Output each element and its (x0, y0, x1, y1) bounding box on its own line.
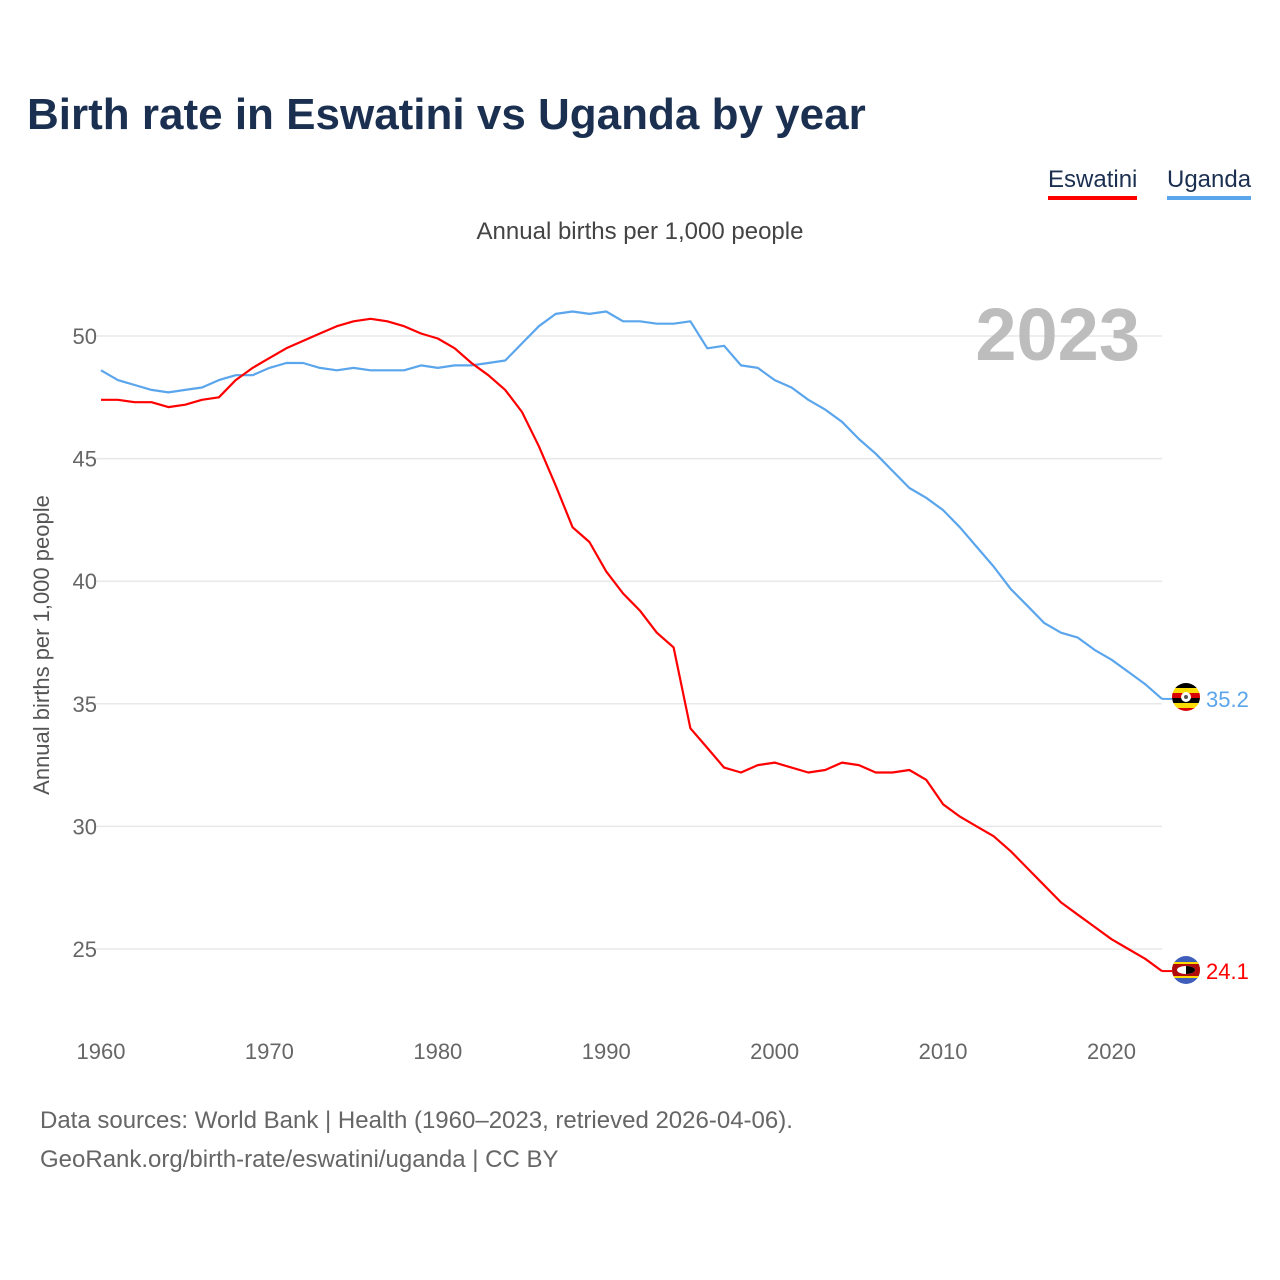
x-tick-label: 1970 (245, 1039, 294, 1064)
x-tick-label: 1980 (413, 1039, 462, 1064)
footer-sources: Data sources: World Bank | Health (1960–… (40, 1107, 793, 1134)
end-value-label-eswatini: 24.1 (1206, 959, 1249, 984)
end-value-label-uganda: 35.2 (1206, 687, 1249, 712)
legend-uganda[interactable]: Uganda (1167, 166, 1252, 200)
y-tick-label: 35 (73, 692, 97, 717)
y-tick-label: 50 (73, 324, 97, 349)
year-watermark: 2023 (975, 293, 1140, 376)
x-tick-label: 2000 (750, 1039, 799, 1064)
x-tick-label: 1990 (582, 1039, 631, 1064)
chart-subtitle: Annual births per 1,000 people (476, 218, 804, 245)
y-tick-label: 25 (73, 937, 97, 962)
uganda-flag-icon (1172, 683, 1200, 711)
y-tick-label: 30 (73, 814, 97, 839)
x-tick-label: 2020 (1087, 1039, 1136, 1064)
series-line-eswatini (101, 317, 1163, 972)
y-tick-label: 40 (73, 569, 97, 594)
eswatini-flag-icon (1172, 956, 1200, 984)
legend-eswatini[interactable]: Eswatini (1048, 166, 1138, 200)
chart-title: Birth rate in Eswatini vs Uganda by year (27, 90, 866, 139)
series-line-uganda (100, 310, 1163, 700)
footer-link[interactable]: GeoRank.org/birth-rate/eswatini/uganda |… (40, 1146, 559, 1173)
x-tick-label: 1960 (77, 1039, 126, 1064)
y-tick-label: 45 (73, 447, 97, 472)
x-tick-label: 2010 (919, 1039, 968, 1064)
